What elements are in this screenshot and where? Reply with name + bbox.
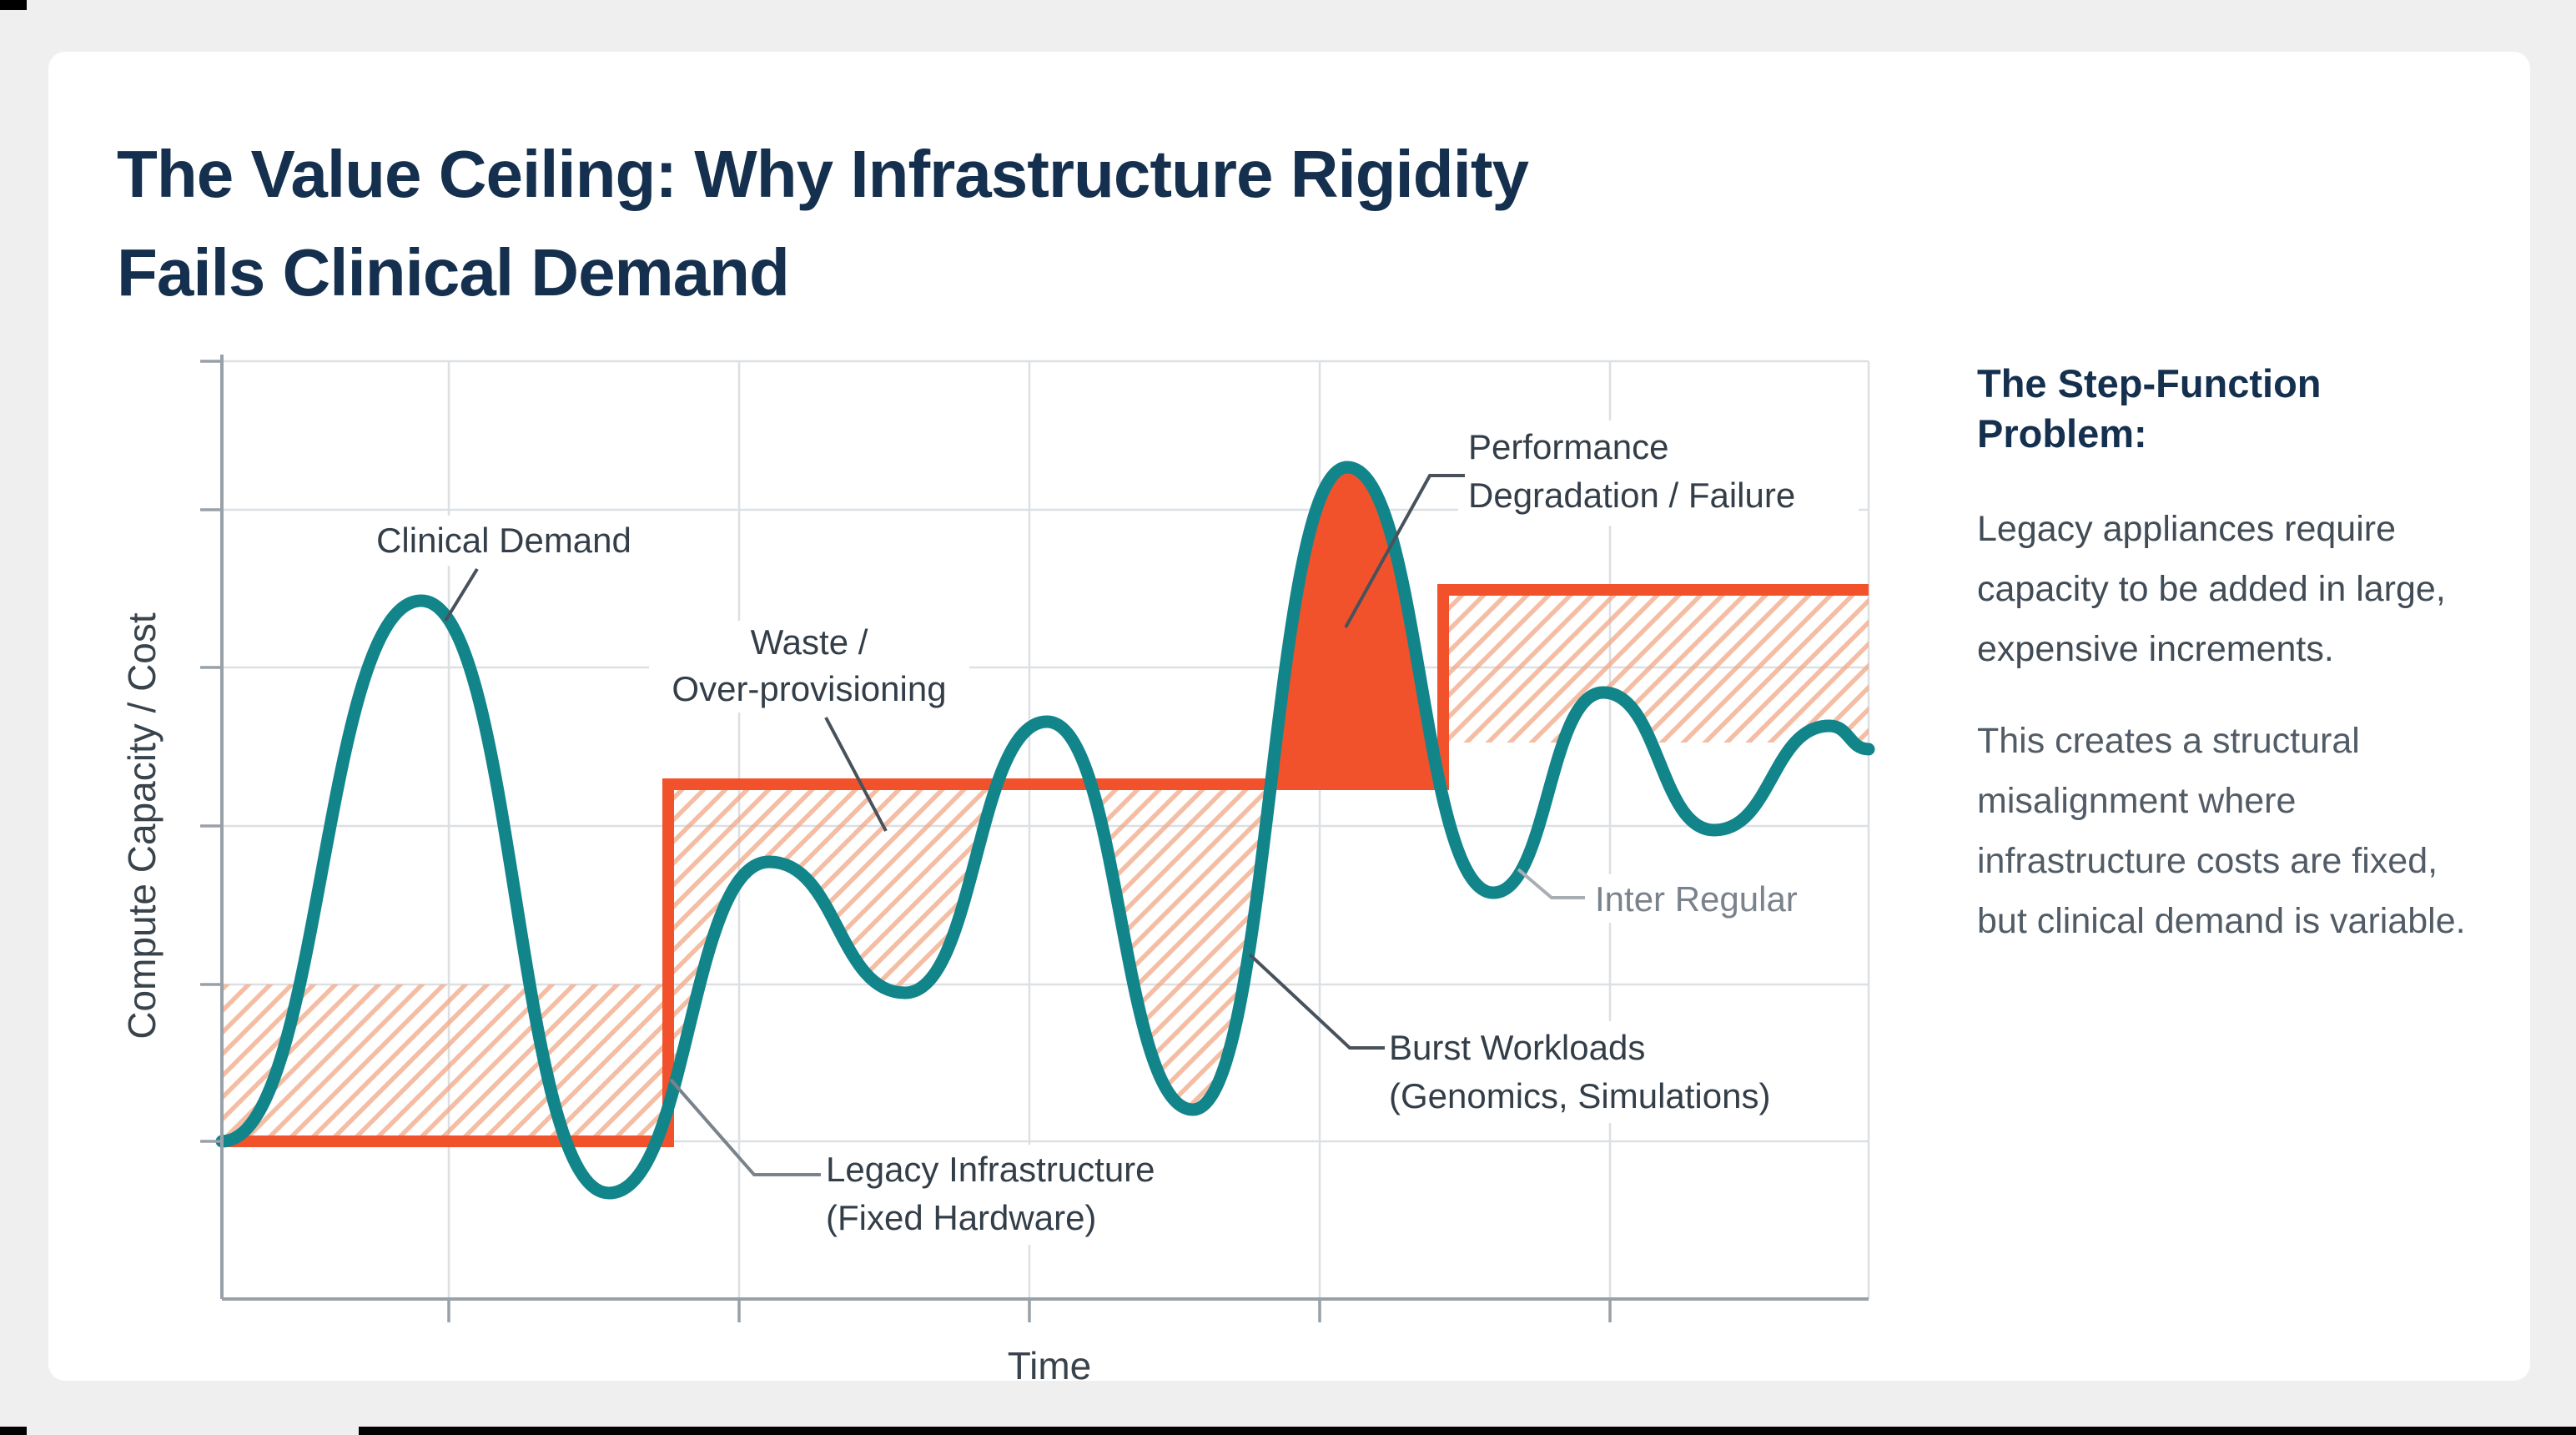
y-axis-label: Compute Capacity / Cost bbox=[120, 612, 164, 1040]
page-title-line1: The Value Ceiling: Why Infrastructure Ri… bbox=[117, 137, 1529, 211]
screen-edge-bar-bottom bbox=[359, 1427, 2576, 1435]
legacy-leader bbox=[669, 1078, 821, 1176]
legacy-label-line2: (Fixed Hardware) bbox=[826, 1198, 1096, 1237]
capacity-vs-demand-chart: Clinical Demand Waste / Over-provisionin… bbox=[167, 350, 1902, 1335]
clinical-demand-leader bbox=[444, 567, 479, 622]
overload-fill bbox=[1205, 459, 1443, 784]
legacy-label-line1: Legacy Infrastructure bbox=[826, 1150, 1155, 1189]
waste-label-line1: Waste / bbox=[751, 622, 868, 662]
demand-curve bbox=[215, 461, 1875, 1200]
inter-regular-label: Inter Regular bbox=[1595, 879, 1798, 919]
clinical-demand-label: Clinical Demand bbox=[376, 521, 631, 560]
performance-label-line2: Degradation / Failure bbox=[1468, 476, 1795, 515]
screen-edge-mark-top-left bbox=[0, 0, 27, 10]
infographic-card: The Value Ceiling: Why Infrastructure Ri… bbox=[48, 52, 2530, 1387]
burst-leader bbox=[1248, 953, 1385, 1050]
side-panel-heading: The Step-Function Problem: bbox=[1977, 361, 2322, 456]
waste-leader bbox=[824, 717, 888, 832]
waste-hatch-regions bbox=[222, 590, 1869, 1141]
leader-lines bbox=[444, 474, 1585, 1176]
axis-ticks bbox=[200, 360, 1612, 1322]
performance-label-line1: Performance bbox=[1468, 427, 1668, 466]
side-panel-paragraph-1: Legacy appliances require capacity to be… bbox=[1977, 509, 2446, 669]
side-panel-paragraph-2: This creates a structural misalignment w… bbox=[1977, 721, 2466, 941]
screen-edge-mark-bottom-left bbox=[0, 1427, 27, 1435]
burst-label-line1: Burst Workloads bbox=[1389, 1028, 1645, 1067]
capacity-step-line bbox=[222, 584, 1869, 1147]
page-title: The Value Ceiling: Why Infrastructure Ri… bbox=[117, 125, 1529, 322]
chart-canvas: Clinical Demand Waste / Over-provisionin… bbox=[200, 355, 1875, 1322]
burst-label-line2: (Genomics, Simulations) bbox=[1389, 1076, 1770, 1115]
waste-label-line2: Over-provisioning bbox=[672, 669, 946, 708]
label-backplates bbox=[375, 420, 1859, 1245]
x-axis-label: Time bbox=[1007, 1344, 1092, 1387]
page-title-line2: Fails Clinical Demand bbox=[117, 235, 790, 310]
performance-leader bbox=[1344, 474, 1465, 628]
inter-regular-leader bbox=[1517, 868, 1585, 899]
side-panel: The Step-Function Problem: Legacy applia… bbox=[1977, 359, 2515, 951]
